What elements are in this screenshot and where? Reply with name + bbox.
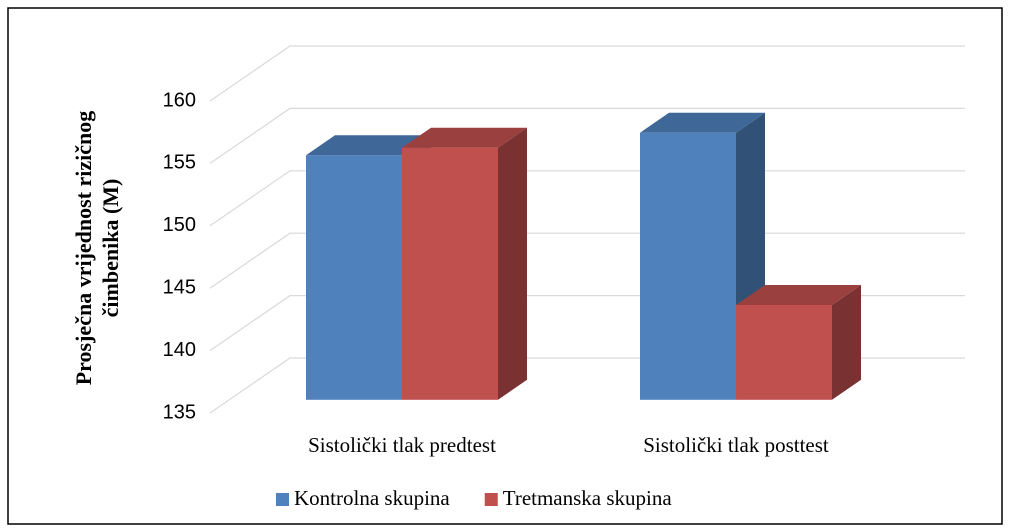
grid-line [209, 107, 965, 164]
bar [402, 147, 498, 400]
y-tick-label: 150 [163, 214, 196, 236]
bar [640, 132, 736, 400]
y-tick-label: 145 [163, 276, 196, 298]
y-tick-label: 160 [163, 89, 196, 111]
x-tick-label: Sistolički tlak posttest [643, 433, 829, 457]
y-tick-label: 135 [163, 401, 196, 423]
bar-top [736, 284, 861, 305]
bar-side [832, 284, 861, 400]
bar-side [498, 127, 527, 400]
y-axis-title: čimbenika (M) [98, 179, 123, 318]
legend-label: Tretmanska skupina [503, 486, 673, 510]
legend-swatch [276, 493, 289, 506]
y-tick-label: 155 [163, 152, 196, 174]
legend-swatch [484, 493, 498, 506]
bar-top [402, 127, 527, 148]
bar-top [306, 135, 431, 156]
y-axis-title: Prosječna vrijednost rizičnog [71, 111, 96, 386]
bar [736, 304, 832, 400]
y-tick-label: 140 [163, 339, 196, 361]
bar-top [640, 112, 765, 133]
bar [306, 155, 402, 400]
legend-label: Kontrolna skupina [294, 486, 450, 510]
x-tick-label: Sistolički tlak predtest [308, 433, 496, 457]
grid-line [209, 45, 965, 102]
